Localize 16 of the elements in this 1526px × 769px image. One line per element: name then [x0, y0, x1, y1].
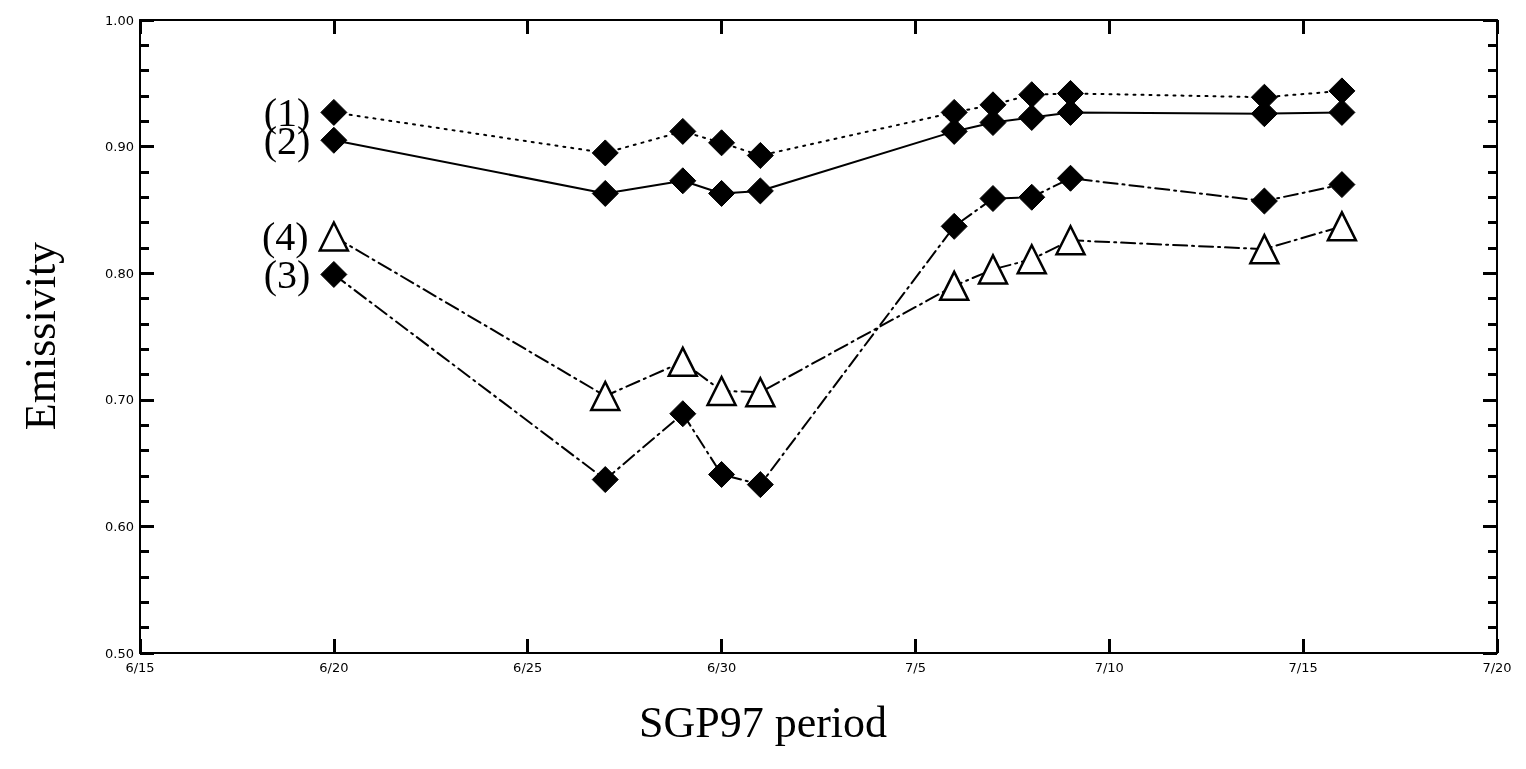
x-tick-label: 6/30: [706, 660, 737, 675]
x-tick-label: 7/20: [1482, 660, 1512, 675]
x-tick-label: 6/15: [125, 660, 155, 675]
x-tick-label: 6/20: [319, 660, 349, 675]
y-tick-label: 0.80: [105, 265, 134, 281]
y-tick-label: 0.50: [105, 645, 134, 661]
y-tick-label: 0.60: [105, 518, 134, 534]
x-tick-label: 6/25: [513, 660, 543, 675]
x-axis-title: SGP97 period: [638, 697, 888, 747]
x-tick-label: 7/15: [1288, 660, 1318, 675]
y-tick-label: 0.70: [105, 392, 134, 408]
y-axis-title: Emissivity: [15, 241, 65, 431]
x-tick-label: 7/5: [904, 660, 926, 675]
y-tick-label: 1.00: [105, 12, 134, 28]
y-tick-label: 0.90: [105, 139, 134, 155]
x-tick-label: 7/10: [1094, 660, 1124, 675]
